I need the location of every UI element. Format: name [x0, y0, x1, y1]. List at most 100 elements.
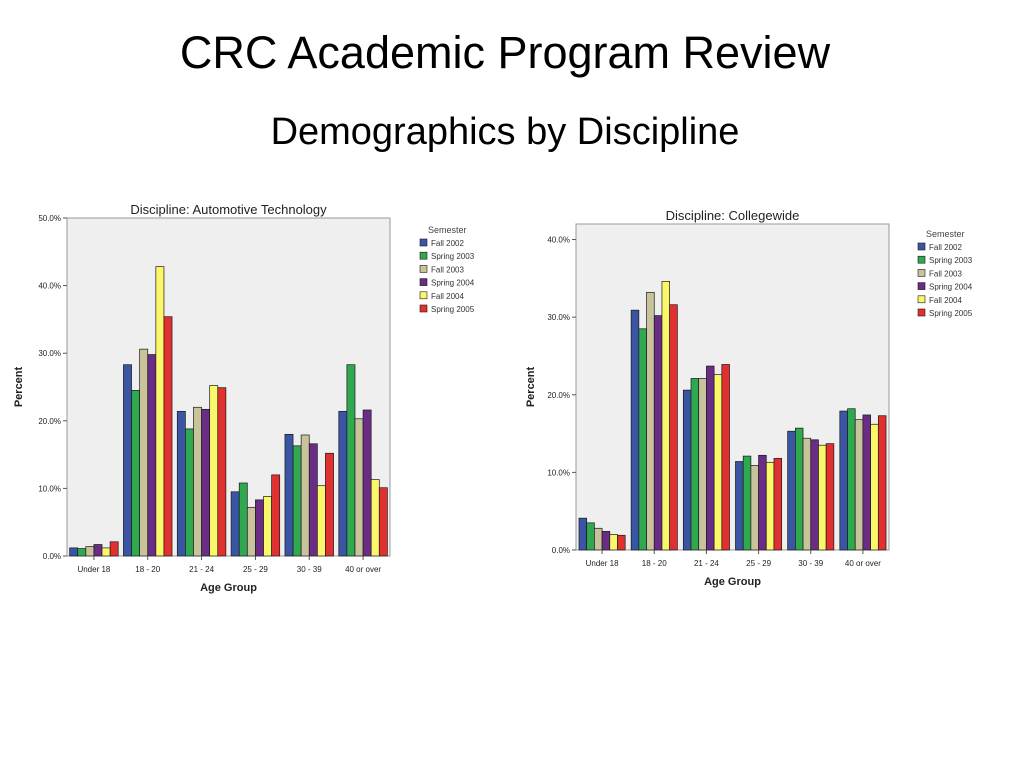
slide-subtitle: Demographics by Discipline [270, 111, 740, 153]
legend-label: Fall 2004 [929, 296, 962, 305]
y-tick-label: 0.0% [43, 552, 61, 561]
legend-swatch [917, 255, 926, 264]
bar [176, 410, 186, 557]
chart-collegewide: Discipline: Collegewide 0.0% 10.0% 20.0% 30.… [525, 208, 973, 588]
bar [586, 522, 595, 551]
bar [300, 434, 310, 557]
bar [825, 443, 835, 551]
y-tick-label: 20.0% [38, 417, 61, 426]
x-tick-label: Under 18 [77, 565, 110, 574]
x-axis-label: Age Group [200, 582, 257, 594]
bar [706, 365, 715, 551]
legend-swatch [419, 265, 428, 273]
bar [802, 437, 812, 551]
bar [818, 444, 827, 551]
legend-label: Spring 2005 [929, 309, 973, 318]
legend-swatch [917, 308, 926, 317]
legend-swatch [419, 291, 428, 300]
y-tick-label: 30.0% [38, 349, 61, 358]
legend-label: Spring 2004 [929, 283, 973, 292]
x-tick-label: 25 - 29 [746, 559, 771, 568]
bar [77, 548, 87, 557]
bar [139, 348, 149, 557]
legend-label: Fall 2003 [929, 269, 962, 278]
y-tick-label: 40.0% [38, 282, 61, 291]
legend-swatch [917, 269, 926, 277]
bar [765, 461, 775, 551]
bar [877, 415, 887, 551]
legend-label: Fall 2003 [431, 265, 464, 274]
bar [246, 506, 256, 557]
bar [131, 390, 141, 557]
bar [594, 527, 603, 551]
y-tick-label: 50.0% [38, 214, 61, 223]
x-tick-label: 18 - 20 [642, 559, 667, 568]
bar [609, 534, 618, 551]
bar [271, 474, 281, 557]
legend-label: Spring 2003 [431, 252, 475, 261]
plot-area [66, 217, 391, 557]
plot-area [575, 223, 890, 551]
bar [847, 408, 856, 551]
bar [773, 458, 783, 551]
bar [862, 414, 871, 551]
bar [308, 443, 318, 557]
bar [317, 485, 326, 557]
bar [238, 482, 248, 557]
bar [263, 496, 272, 557]
y-axis-label: Percent [525, 366, 537, 407]
bar [810, 439, 819, 551]
bar [713, 374, 723, 551]
bar [735, 461, 744, 551]
bar [163, 316, 173, 557]
bar [284, 433, 294, 557]
bar [750, 465, 759, 551]
x-axis-label: Age Group [704, 576, 761, 588]
bar [185, 428, 194, 557]
bar [758, 454, 767, 551]
bar [155, 266, 165, 557]
bar [682, 389, 692, 551]
legend-label: Spring 2005 [431, 305, 475, 314]
y-tick-label: 0.0% [552, 546, 570, 555]
legend-swatch [419, 304, 428, 313]
bar [255, 499, 264, 557]
bar [690, 378, 700, 551]
bar [617, 534, 626, 551]
legend-label: Fall 2002 [929, 243, 962, 252]
bar [653, 315, 663, 551]
y-tick-label: 40.0% [547, 236, 570, 245]
legend-title: Semester [428, 225, 467, 235]
bar [362, 409, 372, 557]
bar [217, 387, 227, 557]
bar [292, 445, 302, 557]
bar [698, 378, 707, 551]
bar [630, 309, 640, 551]
x-tick-label: 18 - 20 [135, 565, 160, 574]
bar [201, 408, 211, 557]
bar [669, 304, 678, 551]
x-tick-label: 40 or over [845, 559, 881, 568]
bar [101, 547, 111, 557]
legend-label: Spring 2003 [929, 256, 973, 265]
bar [147, 354, 157, 557]
bar [346, 364, 356, 557]
legend-swatch [419, 238, 428, 247]
legend-swatch [917, 242, 926, 251]
bar [870, 423, 879, 551]
y-axis-label: Percent [13, 366, 25, 407]
y-tick-label: 10.0% [547, 468, 570, 477]
legend-swatch [419, 278, 428, 286]
x-tick-label: 30 - 39 [798, 559, 823, 568]
bar [378, 487, 388, 557]
bar [69, 547, 79, 557]
chart-automotive-technology: Discipline: Automotive Technology 0.0% 10.… [13, 202, 475, 594]
legend-label: Fall 2002 [431, 239, 464, 248]
x-tick-label: Under 18 [586, 559, 619, 568]
bar [661, 281, 670, 551]
slide-title: CRC Academic Program Review [179, 27, 831, 78]
y-tick-label: 20.0% [547, 391, 570, 400]
bar [85, 546, 95, 557]
bar [839, 410, 848, 551]
bar [123, 364, 132, 557]
